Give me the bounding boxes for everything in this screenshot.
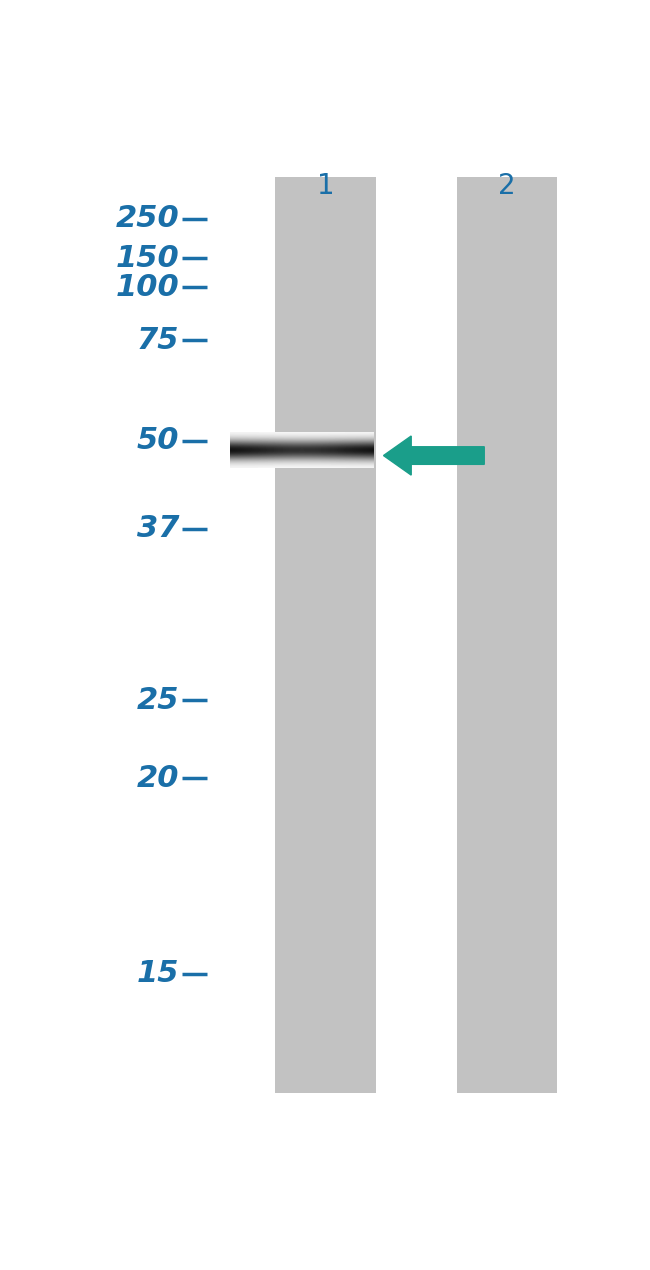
Text: 37: 37 (137, 514, 179, 544)
FancyArrow shape (384, 436, 484, 475)
Text: 250: 250 (116, 204, 179, 234)
Text: 150: 150 (116, 244, 179, 273)
Text: 50: 50 (137, 427, 179, 456)
Bar (275, 177, 376, 1093)
Bar (456, 177, 557, 1093)
Text: 2: 2 (498, 171, 515, 199)
Text: 20: 20 (137, 763, 179, 792)
Text: 25: 25 (137, 686, 179, 715)
Text: 75: 75 (137, 325, 179, 354)
Text: 15: 15 (137, 959, 179, 988)
Text: 100: 100 (116, 273, 179, 302)
Text: 1: 1 (317, 171, 334, 199)
